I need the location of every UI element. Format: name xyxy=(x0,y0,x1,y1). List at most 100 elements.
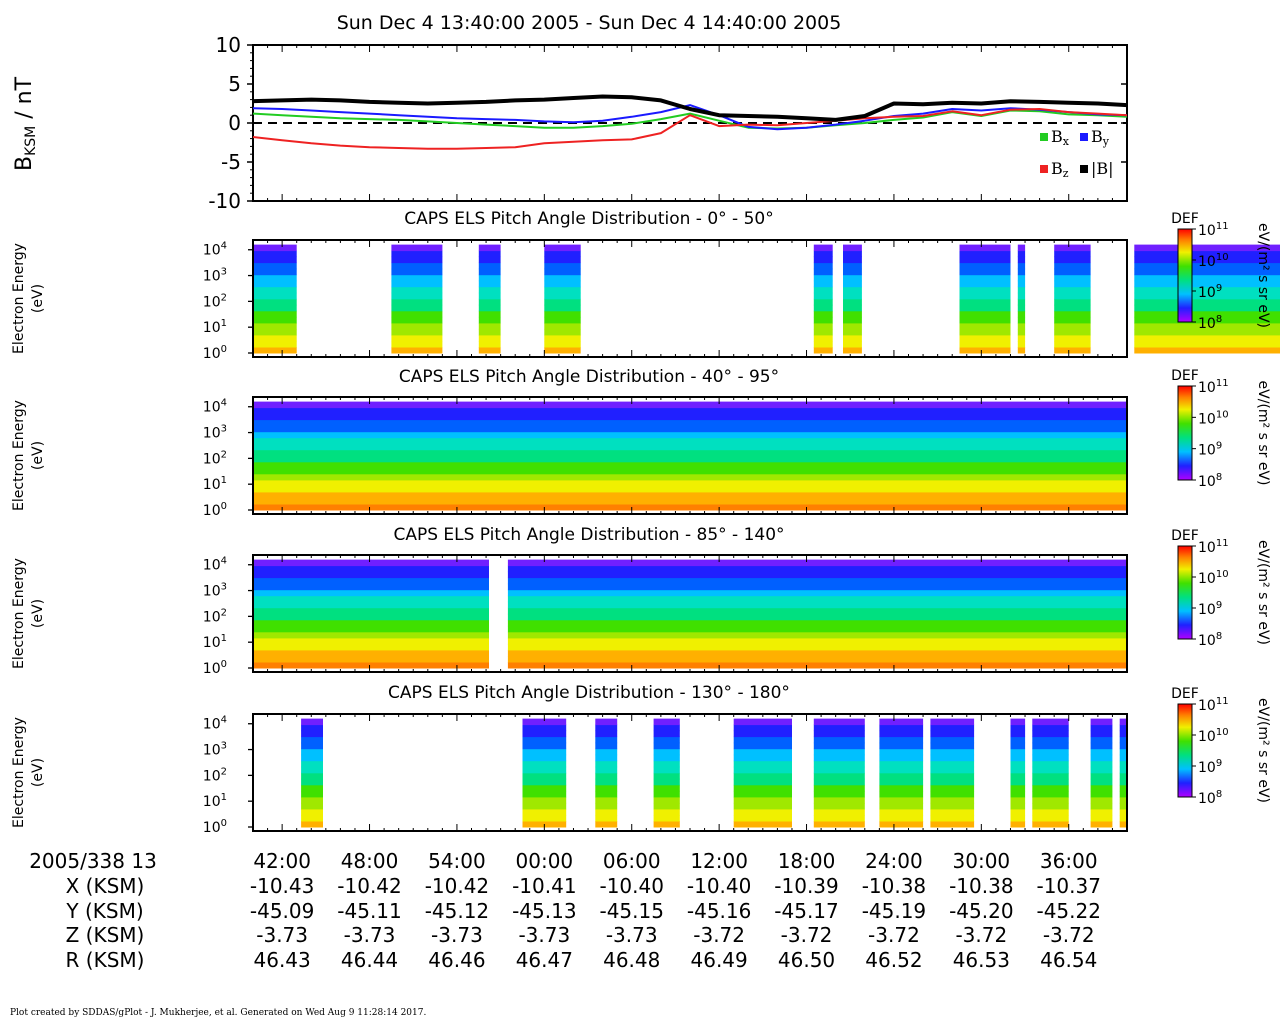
spectrogram-bin xyxy=(253,455,1127,463)
spectrogram-bin xyxy=(1032,772,1069,780)
spectrogram-bin xyxy=(1032,730,1069,738)
spectrogram-bin xyxy=(301,718,323,726)
energy-tick-base: 10 xyxy=(203,477,221,493)
spectrogram-bin xyxy=(253,613,489,621)
spectrogram-bin xyxy=(595,730,618,738)
energy-tick-base: 10 xyxy=(203,820,221,836)
spectrogram-bin xyxy=(544,244,581,252)
energy-tick-base: 10 xyxy=(203,635,221,651)
energy-axis-label-line2: (eV) xyxy=(30,758,46,787)
energy-tick-base: 10 xyxy=(203,743,221,759)
spectrogram-bin xyxy=(813,341,833,348)
spectrogram-bin xyxy=(843,298,862,306)
legend-swatch-bx xyxy=(1040,133,1048,141)
colorbar-tick-base: 10 xyxy=(1198,474,1216,490)
ephemeris-value: -10.42 xyxy=(337,874,401,898)
colorbar-label: DEF xyxy=(1171,686,1199,702)
spectrogram-bin xyxy=(507,571,1127,579)
spectrogram-bin xyxy=(959,268,1011,276)
spectrogram-bin xyxy=(1134,262,1280,270)
spectrogram-bin xyxy=(1119,748,1127,756)
spectrogram-bin xyxy=(1134,334,1280,342)
spectrogram-bin xyxy=(595,748,618,756)
colorbar-tick-label: 1010 xyxy=(1198,409,1229,427)
spectrogram-bin xyxy=(253,565,489,573)
energy-tick-exponent: 0 xyxy=(221,501,227,512)
spectrogram-bin xyxy=(813,280,833,288)
spectrogram-bin xyxy=(733,821,792,828)
spectrogram-bin xyxy=(1090,790,1113,798)
spectrogram-bin xyxy=(595,808,618,816)
ephemeris-value: -3.72 xyxy=(781,923,833,947)
colorbar xyxy=(1177,703,1193,798)
energy-tick-label: 102 xyxy=(203,449,227,467)
spectrogram-bin xyxy=(879,766,924,774)
spectrogram-bin xyxy=(1017,322,1026,330)
spectrogram-bin xyxy=(1054,244,1091,252)
ephemeris-value: 46.53 xyxy=(953,948,1010,972)
ephemeris-value: -10.39 xyxy=(774,874,838,898)
spectrogram-bin xyxy=(1017,286,1026,294)
energy-tick-exponent: 0 xyxy=(221,344,227,355)
spectrogram-bin xyxy=(391,280,443,288)
spectrogram-bin xyxy=(478,347,501,354)
spectrogram-bin xyxy=(522,796,567,804)
spectrogram-bin xyxy=(1119,754,1127,762)
spectrogram-bin xyxy=(843,334,862,342)
spectrogram-bin xyxy=(253,328,297,336)
spectrogram-bin xyxy=(959,334,1011,342)
spectrogram-bin xyxy=(507,625,1127,633)
spectrogram-bin xyxy=(733,748,792,756)
energy-tick-exponent: 4 xyxy=(221,398,227,409)
colorbar-tick-exponent: 11 xyxy=(1216,538,1229,549)
spectrogram-bin xyxy=(522,808,567,816)
spectrogram-bin xyxy=(879,808,924,816)
spectrogram-bin xyxy=(595,815,618,822)
spectrogram-bin xyxy=(253,619,489,627)
colorbar-tick-exponent: 10 xyxy=(1216,569,1229,580)
spectrogram-bin xyxy=(253,637,489,645)
spectrogram-bin xyxy=(843,304,862,312)
colorbar-tick-label: 1011 xyxy=(1198,221,1229,239)
energy-tick-label: 102 xyxy=(203,766,227,784)
spectrogram-bin xyxy=(522,772,567,780)
colorbar-tick-exponent: 10 xyxy=(1216,252,1229,263)
energy-tick-label: 101 xyxy=(203,318,227,336)
spectrogram-bin xyxy=(1090,821,1113,828)
spectrogram-bin xyxy=(813,292,833,300)
ephemeris-value: 46.46 xyxy=(428,948,485,972)
spectrogram-bin xyxy=(843,262,862,270)
spectrogram-bin xyxy=(391,268,443,276)
colorbar-tick-exponent: 9 xyxy=(1216,441,1222,452)
spectrogram-bin xyxy=(959,256,1011,264)
spectrogram-bin xyxy=(301,772,323,780)
colorbar-tick-base: 10 xyxy=(1198,540,1216,556)
ephemeris-value: 00:00 xyxy=(516,849,574,873)
spectrogram-bin xyxy=(1017,310,1026,318)
energy-tick-label: 103 xyxy=(203,267,227,285)
spectrogram-bin xyxy=(930,796,975,804)
spectrogram-bin xyxy=(959,262,1011,270)
spectrogram-bin xyxy=(391,256,443,264)
energy-tick-base: 10 xyxy=(203,426,221,442)
energy-tick-label: 100 xyxy=(203,501,227,519)
spectrogram-bin xyxy=(1017,334,1026,342)
spectrogram-bin xyxy=(1134,328,1280,336)
ephemeris-value: -3.73 xyxy=(606,923,658,947)
spectrogram-bin xyxy=(478,310,501,318)
colorbar-tick-base: 10 xyxy=(1198,602,1216,618)
spectrogram-bin xyxy=(507,631,1127,639)
spectrogram-bin xyxy=(1090,808,1113,816)
energy-axis-label-line1: Electron Energy xyxy=(11,400,27,511)
spectrogram-bin xyxy=(478,274,501,282)
colorbar-tick-base: 10 xyxy=(1198,443,1216,459)
ephemeris-value: -45.09 xyxy=(250,899,314,923)
colorbar-tick-label: 1011 xyxy=(1198,696,1229,714)
ephemeris-value: 54:00 xyxy=(428,849,486,873)
spectrogram-bin xyxy=(1054,262,1091,270)
spectrogram-bin xyxy=(813,724,865,732)
spectrogram-bin xyxy=(930,778,975,786)
colorbar-tick-label: 109 xyxy=(1198,758,1222,776)
colorbar-unit: eV/(m² s sr eV) xyxy=(1255,381,1271,486)
